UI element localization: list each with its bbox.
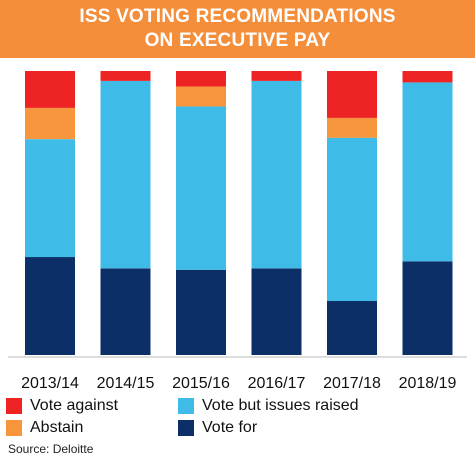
bar-segment-2016-17-vote-against [251,71,302,81]
x-tick-label: 2015/16 [172,375,230,392]
bar-segment-2013-14-vote-but-issues-raised [25,139,75,258]
x-tick-label: 2018/19 [399,375,457,392]
bar-segment-2015-16-vote-for [176,269,226,355]
x-tick-label: 2017/18 [323,375,381,392]
chart-title-line-1: ISS VOTING RECOMMENDATIONS [79,6,396,27]
bar-segment-2014-15-vote-for [100,268,151,355]
legend-item-vote-against: Vote against [6,397,118,415]
source-note: Source: Deloitte [8,442,94,456]
bar-segment-2016-17-vote-for [251,268,302,355]
bar-segment-2015-16-abstain [176,86,226,107]
chart-title-line-2: ON EXECUTIVE PAY [144,30,331,51]
bar-segment-2018-19-vote-but-issues-raised [402,82,453,262]
bar-segment-2013-14-vote-for [25,257,75,355]
x-tick-label: 2013/14 [21,375,79,392]
bar-segment-2016-17-vote-but-issues-raised [251,80,302,269]
bar-segment-2015-16-vote-but-issues-raised [176,106,226,270]
legend-item-vote-for: Vote for [178,419,257,437]
legend-item-vote-but-issues-raised: Vote but issues raised [178,397,359,415]
legend-item-abstain: Abstain [6,419,83,437]
bar-segment-2015-16-vote-against [176,71,226,87]
legend-swatch-vote-but-issues-raised [178,398,194,414]
bar-segment-2013-14-vote-against [25,71,75,108]
bar-segment-2013-14-abstain [25,107,75,140]
bar-segment-2017-18-abstain [327,117,377,138]
legend-label-abstain: Abstain [30,419,84,436]
bar-segment-2014-15-vote-against [100,71,151,81]
legend-label-vote-but-issues-raised: Vote but issues raised [202,397,359,414]
bar-segment-2017-18-vote-for [327,301,377,355]
legend-label-vote-for: Vote for [202,419,258,436]
stacked-bar-chart: 2013/14 2014/15 2015/16 2016/17 2017/18 2018/… [8,71,467,392]
legend-swatch-abstain [6,420,22,436]
legend-label-vote-against: Vote against [30,397,119,414]
bar-segment-2018-19-vote-against [402,71,453,83]
chart-title-banner: ISS VOTING RECOMMENDATIONS ON EXECUTIVE … [0,0,475,58]
bar-segment-2018-19-vote-for [402,261,453,355]
bar-segment-2017-18-vote-but-issues-raised [327,137,377,301]
legend-swatch-vote-against [6,398,22,414]
x-tick-label: 2014/15 [97,375,155,392]
legend-swatch-vote-for [178,420,194,436]
bar-segment-2017-18-vote-against [327,71,377,118]
x-tick-label: 2016/17 [248,375,306,392]
bar-segment-2014-15-vote-but-issues-raised [100,80,151,269]
